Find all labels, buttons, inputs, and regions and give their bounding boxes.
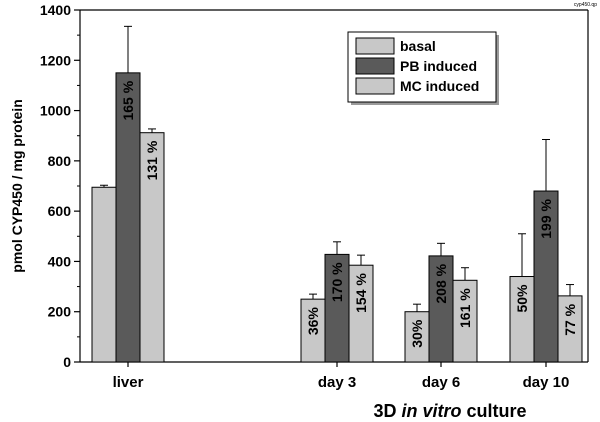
bar-basal bbox=[91, 186, 117, 363]
x-axis-label: 3D in vitro culture bbox=[373, 401, 526, 421]
bar-data-label: 50% bbox=[514, 284, 530, 313]
legend-label: MC induced bbox=[400, 78, 479, 94]
x-axis-label-part-2: in vitro bbox=[401, 401, 461, 421]
legend-swatch bbox=[355, 77, 395, 95]
y-tick-label: 400 bbox=[48, 253, 72, 269]
y-tick-label: 800 bbox=[48, 153, 72, 169]
legend: basal PB induced MC induced bbox=[347, 31, 499, 105]
bar-data-label: 165 % bbox=[120, 80, 136, 120]
legend-swatch bbox=[355, 37, 395, 55]
y-tick-label: 1400 bbox=[40, 2, 71, 18]
bar-data-label: 154 % bbox=[353, 273, 369, 313]
bar-data-label: 199 % bbox=[538, 198, 554, 238]
y-tick-label: 200 bbox=[48, 304, 72, 320]
x-tick-label: day 3 bbox=[318, 374, 356, 391]
y-tick-label: 1200 bbox=[40, 52, 71, 68]
y-tick-label: 0 bbox=[63, 354, 71, 370]
bar-data-label: 131 % bbox=[144, 140, 160, 180]
bar-mc-induced bbox=[348, 264, 374, 363]
file-tag: cyp450.qp bbox=[574, 2, 597, 8]
x-tick-label: day 6 bbox=[422, 374, 460, 391]
y-axis-label: pmol CYP450 / mg protein bbox=[9, 99, 25, 272]
x-axis-label-part-1: 3D bbox=[373, 401, 401, 421]
bar-data-label: 170 % bbox=[329, 262, 345, 302]
bar-data-label: 77 % bbox=[562, 303, 578, 335]
bar-basal bbox=[404, 311, 430, 363]
legend-label: basal bbox=[400, 38, 436, 54]
legend-label: PB induced bbox=[400, 58, 477, 74]
y-tick-label: 1000 bbox=[40, 103, 71, 119]
bar-data-label: 30% bbox=[409, 319, 425, 348]
x-tick-label: liver bbox=[113, 374, 144, 391]
bar-mc-induced bbox=[452, 279, 478, 363]
y-tick-label: 600 bbox=[48, 203, 72, 219]
bar-basal bbox=[509, 276, 535, 363]
x-axis-label-part-3: culture bbox=[462, 401, 527, 421]
bar-pb-induced bbox=[428, 255, 454, 363]
bar-pb-induced bbox=[324, 253, 350, 363]
bar-data-label: 161 % bbox=[457, 288, 473, 328]
bar-mc-induced bbox=[139, 132, 165, 363]
bar-data-label: 208 % bbox=[433, 263, 449, 303]
bar-data-label: 36% bbox=[305, 307, 321, 336]
x-tick-label: day 10 bbox=[523, 374, 570, 391]
legend-swatch bbox=[355, 57, 395, 75]
bar-mc-induced bbox=[557, 295, 583, 363]
